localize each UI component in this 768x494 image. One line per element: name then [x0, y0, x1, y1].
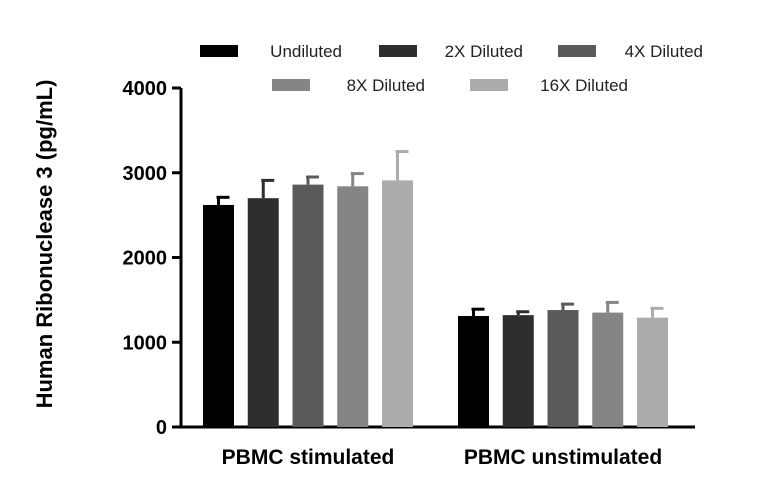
legend-label: 4X Diluted: [625, 42, 703, 61]
bar: [337, 186, 369, 427]
y-tick-label: 3000: [123, 163, 168, 185]
y-axis: 0 1000 2000 3000 4000: [123, 78, 183, 439]
legend-swatch: [558, 45, 596, 57]
bars: [203, 150, 668, 427]
y-tick-label: 2000: [123, 248, 168, 270]
bar: [502, 315, 534, 427]
legend-label: Undiluted: [270, 42, 342, 61]
bar: [247, 198, 279, 427]
bar: [382, 180, 413, 427]
legend-swatch: [272, 79, 310, 91]
bar: [547, 310, 579, 427]
legend: Undiluted 2X Diluted 4X Diluted 8X Diluted 1…: [200, 42, 703, 95]
x-category-label: PBMC unstimulated: [464, 446, 662, 469]
bar: [637, 317, 668, 427]
bar: [292, 184, 324, 427]
legend-swatch: [379, 45, 417, 57]
bar: [203, 204, 234, 427]
legend-swatch: [470, 79, 508, 91]
y-axis-title: Human Ribonuclease 3 (pg/mL): [32, 80, 57, 409]
y-tick-label: 4000: [123, 78, 168, 100]
bar: [458, 315, 489, 427]
legend-label: 16X Diluted: [540, 76, 628, 95]
x-axis: PBMC stimulated PBMC unstimulated: [181, 425, 695, 469]
legend-label: 2X Diluted: [445, 42, 523, 61]
x-category-label: PBMC stimulated: [222, 446, 395, 469]
legend-swatch: [200, 45, 238, 57]
y-tick-label: 0: [156, 417, 167, 439]
bar: [592, 312, 624, 427]
legend-label: 8X Diluted: [347, 76, 425, 95]
y-tick-label: 1000: [123, 332, 168, 354]
